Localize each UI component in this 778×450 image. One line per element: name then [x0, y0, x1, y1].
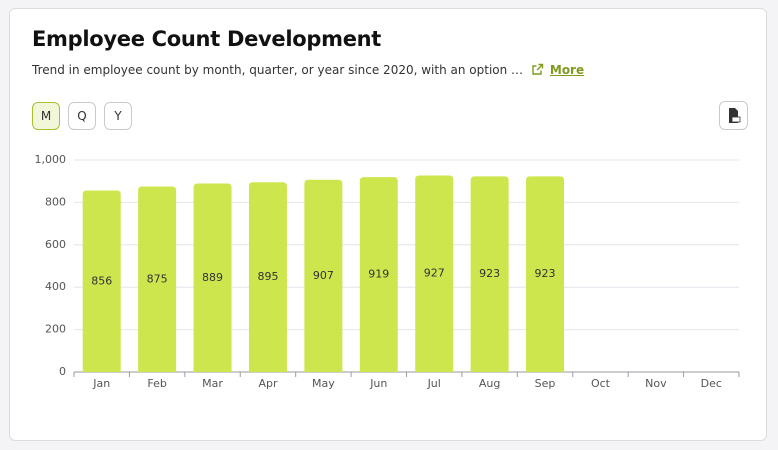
x-tick-label: Aug	[479, 377, 500, 390]
more-link[interactable]: More	[549, 63, 585, 77]
subtitle-row: Trend in employee count by month, quarte…	[32, 63, 584, 77]
value-label: 875	[147, 272, 168, 285]
x-tick-label: May	[312, 377, 335, 390]
period-button[interactable]: Q	[68, 102, 96, 130]
value-label: 889	[202, 271, 223, 284]
value-label: 907	[313, 269, 334, 282]
bar	[304, 179, 343, 372]
value-label: 856	[91, 274, 112, 287]
export-icon	[729, 108, 741, 123]
bar	[359, 177, 398, 372]
y-tick-label: 800	[45, 195, 66, 208]
value-label: 927	[424, 267, 445, 280]
x-tick-label: Oct	[591, 377, 611, 390]
y-tick-label: 0	[59, 365, 66, 378]
bar	[526, 176, 565, 372]
value-label: 923	[535, 267, 556, 280]
x-tick-label: Mar	[202, 377, 223, 390]
export-button[interactable]	[719, 101, 748, 130]
bar	[82, 190, 121, 372]
value-label: 895	[257, 270, 278, 283]
x-tick-label: Jan	[92, 377, 110, 390]
period-button[interactable]: M	[32, 102, 60, 130]
x-tick-label: Apr	[258, 377, 278, 390]
y-tick-label: 200	[45, 323, 66, 336]
bar	[415, 175, 454, 372]
value-label: 919	[368, 268, 389, 281]
x-tick-label: Nov	[645, 377, 667, 390]
x-tick-label: Dec	[701, 377, 722, 390]
period-button[interactable]: Y	[104, 102, 132, 130]
link-icon	[532, 63, 544, 75]
y-tick-label: 400	[45, 280, 66, 293]
bar	[470, 176, 509, 372]
x-tick-label: Feb	[147, 377, 166, 390]
bar	[193, 183, 232, 372]
title: Employee Count Development	[32, 27, 382, 51]
x-tick-label: Jun	[369, 377, 387, 390]
value-label: 923	[479, 267, 500, 280]
y-tick-label: 1,000	[35, 153, 67, 166]
bar	[248, 182, 287, 372]
x-tick-label: Sep	[535, 377, 556, 390]
bar	[138, 186, 177, 372]
y-tick-label: 600	[45, 238, 66, 251]
x-tick-label: Jul	[427, 377, 441, 390]
subtitle: Trend in employee count by month, quarte…	[32, 63, 524, 77]
